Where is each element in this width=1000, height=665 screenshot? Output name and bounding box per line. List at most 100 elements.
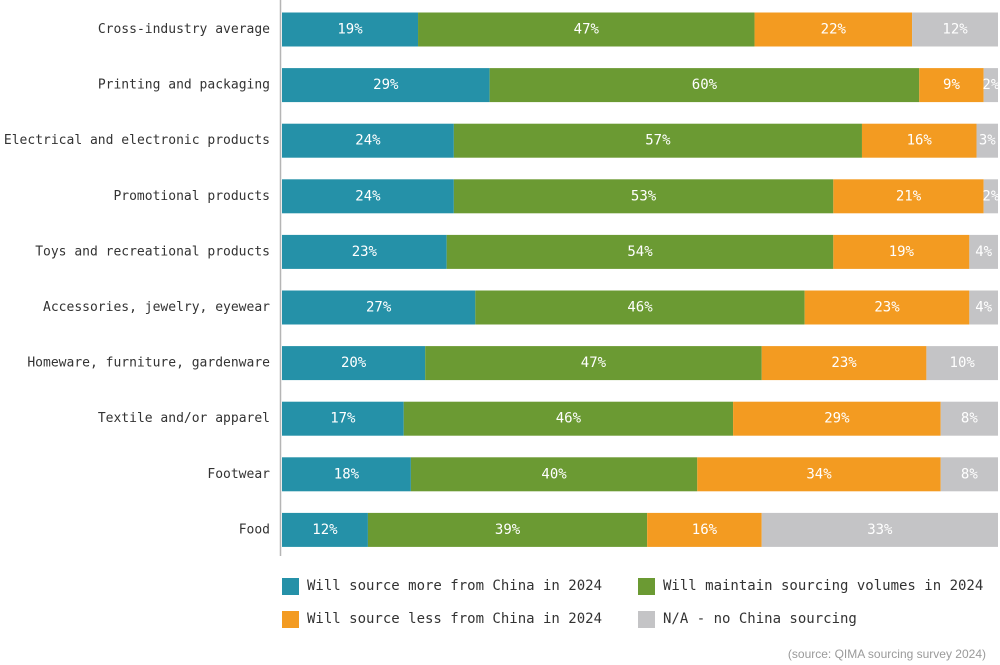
bar-value-label-accessories-jewelry-eyewear-will-maintain-sourcing-volumes-in-2024: 46% <box>627 300 653 316</box>
bar-value-label-cross-industry-average-will-maintain-sourcing-volumes-in-2024: 47% <box>574 22 600 38</box>
bar-food-will-source-less-from-china-in-2024 <box>647 512 762 547</box>
bar-cross-industry-average-will-source-less-from-china-in-2024 <box>754 12 913 47</box>
bar-value-label-food-will-source-less-from-china-in-2024: 16% <box>692 522 718 538</box>
bar-accessories-jewelry-eyewear-will-maintain-sourcing-volumes-in-2024 <box>475 290 805 325</box>
bar-value-label-accessories-jewelry-eyewear-will-source-more-from-china-in-2024: 27% <box>366 300 392 316</box>
legend-item-source-less: Will source less from China in 2024 <box>282 609 602 629</box>
bar-value-label-printing-and-packaging-will-source-more-from-china-in-2024: 29% <box>373 77 399 93</box>
legend-label-source-more: Will source more from China in 2024 <box>307 578 603 594</box>
bar-textile-and-or-apparel-will-maintain-sourcing-volumes-in-2024 <box>403 401 734 436</box>
bar-value-label-toys-and-recreational-products-will-source-less-from-china-in-2024: 19% <box>889 244 915 260</box>
bar-cross-industry-average-will-maintain-sourcing-volumes-in-2024 <box>418 12 755 47</box>
bar-footwear-will-maintain-sourcing-volumes-in-2024 <box>410 457 698 492</box>
bar-value-label-homeware-furniture-gardenware-n-a-no-china-sourcing: 10% <box>950 355 976 371</box>
category-label-textile-and-or-apparel: Textile and/or apparel <box>98 411 270 426</box>
bar-value-label-electrical-and-electronic-products-will-source-more-from-china-in-2024: 24% <box>355 133 381 149</box>
bar-accessories-jewelry-eyewear-will-source-more-from-china-in-2024 <box>282 290 476 325</box>
legend-swatch-na <box>638 610 655 628</box>
bar-textile-and-or-apparel-n-a-no-china-sourcing <box>940 401 998 436</box>
bar-value-label-food-will-source-more-from-china-in-2024: 12% <box>312 522 338 538</box>
bar-footwear-will-source-less-from-china-in-2024 <box>697 457 941 492</box>
bar-value-label-cross-industry-average-will-source-more-from-china-in-2024: 19% <box>337 22 363 38</box>
legend-swatch-source-more <box>282 577 299 595</box>
bar-value-label-promotional-products-will-source-less-from-china-in-2024: 21% <box>896 188 922 204</box>
bar-value-label-printing-and-packaging-will-source-less-from-china-in-2024: 9% <box>943 77 960 93</box>
bar-toys-and-recreational-products-will-source-less-from-china-in-2024 <box>833 234 970 269</box>
bar-value-label-electrical-and-electronic-products-will-maintain-sourcing-volumes-in-2024: 57% <box>645 133 671 149</box>
bar-value-label-toys-and-recreational-products-will-source-more-from-china-in-2024: 23% <box>352 244 378 260</box>
bar-value-label-promotional-products-n-a-no-china-sourcing: 2% <box>982 188 999 204</box>
bar-food-will-source-more-from-china-in-2024 <box>282 512 368 547</box>
bar-electrical-and-electronic-products-will-source-less-from-china-in-2024 <box>861 123 977 158</box>
category-label-homeware-furniture-gardenware: Homeware, furniture, gardenware <box>27 356 270 371</box>
bar-footwear-will-source-more-from-china-in-2024 <box>282 457 411 492</box>
bar-toys-and-recreational-products-will-source-more-from-china-in-2024 <box>282 234 447 269</box>
category-label-footwear: Footwear <box>207 467 270 482</box>
category-label-accessories-jewelry-eyewear: Accessories, jewelry, eyewear <box>43 300 270 315</box>
bar-value-label-textile-and-or-apparel-will-source-less-from-china-in-2024: 29% <box>824 411 850 427</box>
category-label-promotional-products: Promotional products <box>113 189 270 204</box>
bar-printing-and-packaging-n-a-no-china-sourcing <box>983 68 998 103</box>
bar-homeware-furniture-gardenware-will-source-more-from-china-in-2024 <box>282 346 426 381</box>
bar-electrical-and-electronic-products-n-a-no-china-sourcing <box>976 123 998 158</box>
category-label-printing-and-packaging: Printing and packaging <box>98 78 270 93</box>
legend-item-na: N/A - no China sourcing <box>638 609 857 629</box>
bar-value-label-footwear-will-maintain-sourcing-volumes-in-2024: 40% <box>541 466 567 482</box>
legend-label-na: N/A - no China sourcing <box>663 611 857 627</box>
bar-value-label-printing-and-packaging-n-a-no-china-sourcing: 2% <box>982 77 999 93</box>
bar-value-label-printing-and-packaging-will-maintain-sourcing-volumes-in-2024: 60% <box>692 77 718 93</box>
bar-value-label-homeware-furniture-gardenware-will-maintain-sourcing-volumes-in-2024: 47% <box>581 355 607 371</box>
bar-electrical-and-electronic-products-will-source-more-from-china-in-2024 <box>282 123 454 158</box>
bar-electrical-and-electronic-products-will-maintain-sourcing-volumes-in-2024 <box>453 123 862 158</box>
category-label-electrical-and-electronic-products: Electrical and electronic products <box>4 133 270 148</box>
bar-promotional-products-n-a-no-china-sourcing <box>983 179 998 214</box>
bar-promotional-products-will-source-less-from-china-in-2024 <box>833 179 984 214</box>
bar-value-label-textile-and-or-apparel-will-maintain-sourcing-volumes-in-2024: 46% <box>556 411 582 427</box>
legend-label-source-less: Will source less from China in 2024 <box>307 611 603 627</box>
bar-textile-and-or-apparel-will-source-less-from-china-in-2024 <box>733 401 941 436</box>
bar-cross-industry-average-will-source-more-from-china-in-2024 <box>282 12 419 47</box>
bar-value-label-textile-and-or-apparel-n-a-no-china-sourcing: 8% <box>961 411 978 427</box>
bar-promotional-products-will-maintain-sourcing-volumes-in-2024 <box>453 179 834 214</box>
category-label-cross-industry-average: Cross-industry average <box>98 22 270 37</box>
bar-value-label-accessories-jewelry-eyewear-n-a-no-china-sourcing: 4% <box>975 300 992 316</box>
bar-value-label-footwear-will-source-more-from-china-in-2024: 18% <box>334 466 360 482</box>
bar-accessories-jewelry-eyewear-n-a-no-china-sourcing <box>969 290 998 325</box>
bar-footwear-n-a-no-china-sourcing <box>940 457 998 492</box>
legend-label-maintain: Will maintain sourcing volumes in 2024 <box>663 578 984 594</box>
bar-value-label-footwear-will-source-less-from-china-in-2024: 34% <box>806 466 832 482</box>
bar-value-label-cross-industry-average-will-source-less-from-china-in-2024: 22% <box>821 22 847 38</box>
bar-printing-and-packaging-will-maintain-sourcing-volumes-in-2024 <box>489 68 920 103</box>
bar-value-label-footwear-n-a-no-china-sourcing: 8% <box>961 466 978 482</box>
bar-cross-industry-average-n-a-no-china-sourcing <box>912 12 998 47</box>
category-label-toys-and-recreational-products: Toys and recreational products <box>35 244 270 259</box>
bar-value-label-promotional-products-will-maintain-sourcing-volumes-in-2024: 53% <box>631 188 657 204</box>
bar-homeware-furniture-gardenware-will-source-less-from-china-in-2024 <box>761 346 927 381</box>
bar-value-label-electrical-and-electronic-products-will-source-less-from-china-in-2024: 16% <box>907 133 933 149</box>
bar-value-label-electrical-and-electronic-products-n-a-no-china-sourcing: 3% <box>979 133 996 149</box>
bar-value-label-food-will-maintain-sourcing-volumes-in-2024: 39% <box>495 522 521 538</box>
category-label-food: Food <box>239 522 270 537</box>
source-note: (source: QIMA sourcing survey 2024) <box>787 647 986 661</box>
bar-value-label-accessories-jewelry-eyewear-will-source-less-from-china-in-2024: 23% <box>874 300 900 316</box>
bar-printing-and-packaging-will-source-more-from-china-in-2024 <box>282 68 490 103</box>
bar-value-label-toys-and-recreational-products-will-maintain-sourcing-volumes-in-2024: 54% <box>627 244 653 260</box>
bar-value-label-cross-industry-average-n-a-no-china-sourcing: 12% <box>942 22 968 38</box>
legend-swatch-source-less <box>282 610 299 628</box>
chart-legend: Will source more from China in 2024 Will… <box>282 572 998 638</box>
legend-item-maintain: Will maintain sourcing volumes in 2024 <box>638 576 983 596</box>
legend-item-source-more: Will source more from China in 2024 <box>282 576 602 596</box>
bar-food-will-maintain-sourcing-volumes-in-2024 <box>367 512 648 547</box>
bar-value-label-food-n-a-no-china-sourcing: 33% <box>867 522 893 538</box>
bar-homeware-furniture-gardenware-will-maintain-sourcing-volumes-in-2024 <box>425 346 762 381</box>
bar-value-label-homeware-furniture-gardenware-will-source-less-from-china-in-2024: 23% <box>831 355 857 371</box>
bar-value-label-promotional-products-will-source-more-from-china-in-2024: 24% <box>355 188 381 204</box>
bar-value-label-toys-and-recreational-products-n-a-no-china-sourcing: 4% <box>975 244 992 260</box>
bar-toys-and-recreational-products-n-a-no-china-sourcing <box>969 234 998 269</box>
bar-accessories-jewelry-eyewear-will-source-less-from-china-in-2024 <box>804 290 970 325</box>
bar-food-n-a-no-china-sourcing <box>761 512 998 547</box>
bar-promotional-products-will-source-more-from-china-in-2024 <box>282 179 454 214</box>
bar-toys-and-recreational-products-will-maintain-sourcing-volumes-in-2024 <box>446 234 834 269</box>
bar-textile-and-or-apparel-will-source-more-from-china-in-2024 <box>282 401 404 436</box>
